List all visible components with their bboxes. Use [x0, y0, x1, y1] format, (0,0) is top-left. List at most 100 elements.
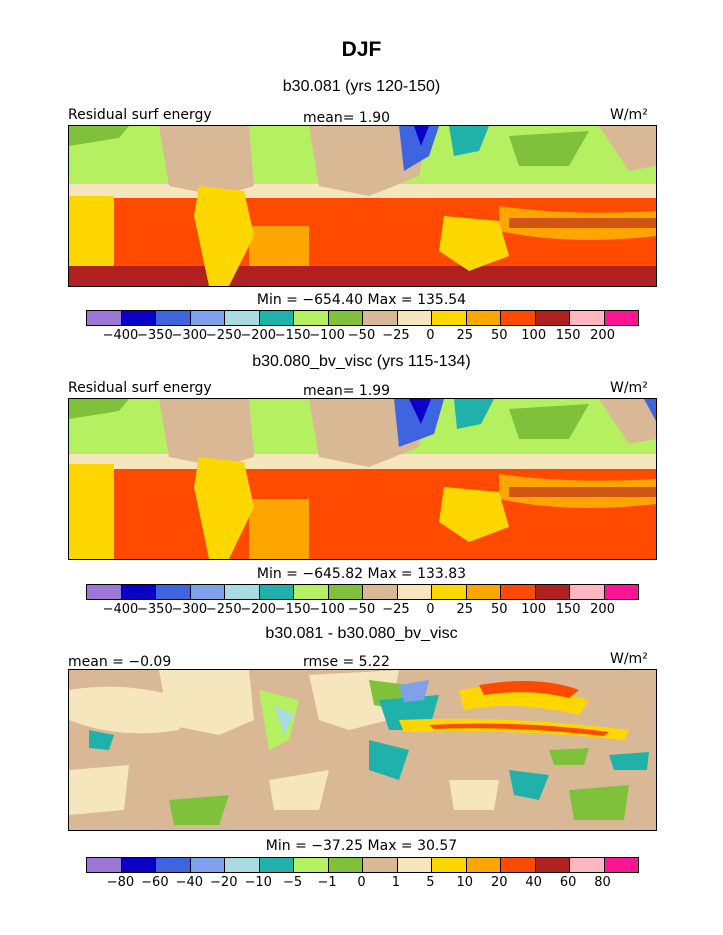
panel1-colorbar-swatch-1	[121, 311, 156, 325]
panel3-colorbar-tick-label: −40	[175, 875, 204, 890]
panel3-colorbar-swatch-11	[466, 858, 501, 872]
panel2-colorbar-tick-label: −200	[240, 602, 277, 617]
panel3-minmax: Min = −37.25 Max = 30.57	[265, 838, 458, 854]
panel1-colorbar-tick-label: 50	[490, 328, 508, 343]
panel1-colorbar-tick-label: −200	[240, 328, 277, 343]
panel3-colorbar-swatch-9	[397, 858, 432, 872]
panel3-colorbar-tick-label: 20	[490, 875, 508, 890]
panel3-map	[68, 669, 657, 831]
panel1-minmax: Min = −654.40 Max = 135.54	[256, 292, 467, 308]
panel2-variable-label: Residual surf energy	[68, 380, 212, 396]
panel3-colorbar-swatch-14	[570, 858, 605, 872]
panel2-colorbar-swatch-10	[432, 585, 467, 599]
panel1-colorbar-swatch-7	[328, 311, 363, 325]
panel2-colorbar-tick-label: −100	[309, 602, 345, 617]
panel3-colorbar-swatch-15	[604, 858, 638, 872]
panel3-colorbar-swatch-3	[190, 858, 225, 872]
panel2-colorbar-tick-label: −350	[137, 602, 173, 617]
panel2-colorbar-swatch-13	[535, 585, 570, 599]
panel2-colorbar	[86, 584, 639, 600]
panel2-colorbar-swatch-3	[190, 585, 225, 599]
panel3-colorbar-tick-label: 1	[391, 875, 401, 890]
panel1-colorbar-tick-label: 100	[521, 328, 547, 343]
panel3-colorbar-swatch-6	[294, 858, 329, 872]
panel2-colorbar-swatch-7	[328, 585, 363, 599]
panel2-subtitle: b30.080_bv_visc (yrs 115-134)	[252, 353, 471, 370]
panel2-colorbar-tick-label: −250	[205, 602, 242, 617]
panel3-rmse-label: rmse = 5.22	[303, 654, 390, 670]
panel2-colorbar-tick-label: −400	[102, 602, 139, 617]
panel3-colorbar-swatch-8	[363, 858, 398, 872]
panel2-minmax: Min = −645.82 Max = 133.83	[256, 566, 467, 582]
panel1-colorbar-tick-label: 150	[555, 328, 581, 343]
panel2-colorbar-tick-label: −150	[274, 602, 311, 617]
panel3-colorbar-tick-label: −60	[141, 875, 169, 890]
panel2-colorbar-swatch-5	[259, 585, 294, 599]
panel3-colorbar-swatch-5	[259, 858, 294, 872]
panel3-colorbar-tick-label: 80	[594, 875, 611, 890]
panel1-colorbar-tick-label: −250	[205, 328, 242, 343]
panel3-colorbar-tick-label: 0	[357, 875, 366, 890]
panel2-colorbar-swatch-2	[156, 585, 191, 599]
panel1-colorbar-swatch-6	[294, 311, 329, 325]
panel3-colorbar-swatch-12	[501, 858, 536, 872]
panel3-subtitle: b30.081 - b30.080_bv_visc	[265, 625, 458, 642]
panel2-colorbar-tick-label: 200	[590, 602, 615, 617]
panel3-colorbar-tick-label: 5	[426, 875, 435, 890]
panel1-colorbar-swatch-12	[501, 311, 536, 325]
panel1-colorbar-swatch-0	[87, 311, 122, 325]
panel1-colorbar-ticks: −400 −350 −300 −250 −200 −150 −100 −50 −25 0 25 50 1…	[86, 328, 637, 344]
panel3-colorbar-tick-label: −5	[283, 875, 303, 890]
panel3-colorbar-swatch-7	[328, 858, 363, 872]
panel2-colorbar-swatch-6	[294, 585, 329, 599]
panel3-colorbar-swatch-2	[156, 858, 191, 872]
panel1-mean-label: mean= 1.90	[303, 110, 391, 126]
panel1-colorbar-tick-label: 200	[590, 328, 615, 343]
panel1-colorbar-tick-label: 0	[426, 328, 435, 343]
panel1-colorbar	[86, 310, 639, 326]
panel1-colorbar-swatch-11	[466, 311, 501, 325]
panel1-colorbar-swatch-13	[535, 311, 570, 325]
panel1-colorbar-tick-label: −25	[382, 328, 410, 343]
panel2-colorbar-swatch-9	[397, 585, 432, 599]
panel2-colorbar-tick-label: −50	[347, 602, 376, 617]
panel3-colorbar-swatch-4	[225, 858, 260, 872]
panel2-colorbar-ticks: −400 −350 −300 −250 −200 −150 −100 −50 −25 0 25 50 1…	[86, 602, 637, 618]
panel1-colorbar-tick-label: −150	[274, 328, 311, 343]
panel1-subtitle: b30.081 (yrs 120-150)	[282, 78, 441, 95]
panel2-colorbar-tick-label: 50	[490, 602, 508, 617]
panel2-colorbar-swatch-8	[363, 585, 398, 599]
panel2-colorbar-tick-label: 150	[555, 602, 581, 617]
panel1-colorbar-tick-label: −400	[102, 328, 139, 343]
panel2-mean-label: mean= 1.99	[303, 383, 391, 399]
panel1-colorbar-swatch-3	[190, 311, 225, 325]
panel3-colorbar-tick-label: −20	[210, 875, 238, 890]
panel3-mean-label: mean = −0.09	[68, 654, 172, 670]
panel1-colorbar-swatch-10	[432, 311, 467, 325]
panel1-colorbar-swatch-15	[604, 311, 638, 325]
panel1-colorbar-tick-label: 25	[456, 328, 474, 343]
panel2-colorbar-swatch-15	[604, 585, 638, 599]
panel3-colorbar-tick-label: −1	[317, 875, 337, 890]
panel2-colorbar-swatch-14	[570, 585, 605, 599]
panel2-colorbar-tick-label: 25	[456, 602, 474, 617]
panel1-map	[68, 125, 657, 287]
panel1-colorbar-swatch-14	[570, 311, 605, 325]
panel1-colorbar-tick-label: −350	[137, 328, 173, 343]
panel2-colorbar-swatch-12	[501, 585, 536, 599]
panel2-colorbar-tick-label: 100	[521, 602, 547, 617]
panel3-colorbar	[86, 857, 639, 873]
panel3-colorbar-swatch-13	[535, 858, 570, 872]
panel2-map	[68, 398, 657, 560]
panel1-colorbar-swatch-9	[397, 311, 432, 325]
panel1-colorbar-tick-label: −300	[171, 328, 208, 343]
panel3-colorbar-swatch-10	[432, 858, 467, 872]
panel3-colorbar-ticks: −80 −60 −40 −20 −10 −5 −1 0 1 5 10 20 40 60 80	[86, 875, 637, 891]
panel1-units-label: W/m²	[610, 107, 648, 123]
panel2-colorbar-swatch-11	[466, 585, 501, 599]
panel1-variable-label: Residual surf energy	[68, 107, 212, 123]
panel2-units-label: W/m²	[610, 380, 648, 396]
panel3-units-label: W/m²	[610, 651, 648, 667]
panel2-colorbar-swatch-1	[121, 585, 156, 599]
panel2-colorbar-tick-label: −300	[171, 602, 208, 617]
